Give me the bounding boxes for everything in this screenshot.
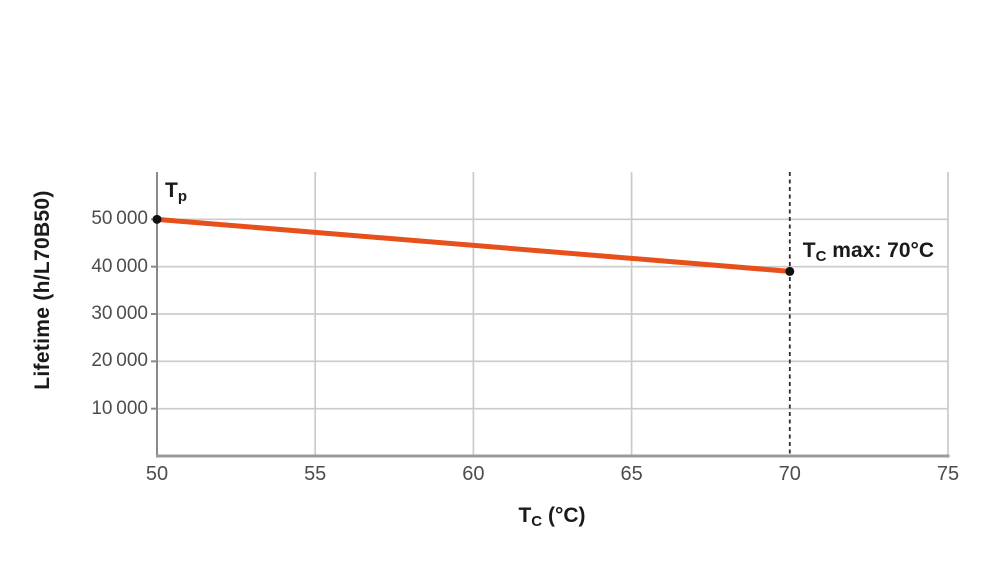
x-axis-title-unit: (°C) (542, 504, 586, 527)
annotation-tc-max: TC max: 70°C (802, 239, 935, 266)
y-tick-label: 10 000 (91, 397, 148, 419)
annotation-tc-max-main: T (802, 239, 816, 263)
x-axis-title: TC (°C) (452, 504, 652, 530)
annotation-tp-main: T (165, 179, 178, 203)
y-tick-label: 50 000 (91, 208, 148, 230)
x-tick-label: 70 (778, 463, 801, 485)
lifetime-line (156, 216, 791, 274)
x-tick-label: 65 (620, 463, 643, 485)
annotation-tp-subscript: p (177, 188, 187, 206)
data-point-marker (152, 214, 162, 224)
x-axis-title-subscript: C (531, 513, 543, 530)
y-tick-label: 30 000 (91, 303, 148, 324)
x-tick-label: 60 (462, 463, 485, 485)
annotation-tc-max-text: max: 70°C (826, 239, 935, 263)
x-tick-label: 50 (145, 463, 169, 485)
annotation-tc-max-subscript: C (815, 248, 827, 266)
x-tick-label: 75 (936, 463, 960, 485)
y-tick-label: 20 000 (91, 350, 148, 372)
data-point-marker (785, 266, 795, 276)
annotation-tp: Tp (165, 179, 187, 206)
x-tick-label: 55 (304, 463, 327, 485)
y-axis-title: Lifetime (h/L70B50) (31, 140, 59, 440)
x-axis-title-main: T (518, 504, 532, 527)
y-tick-label: 40 000 (91, 255, 148, 277)
